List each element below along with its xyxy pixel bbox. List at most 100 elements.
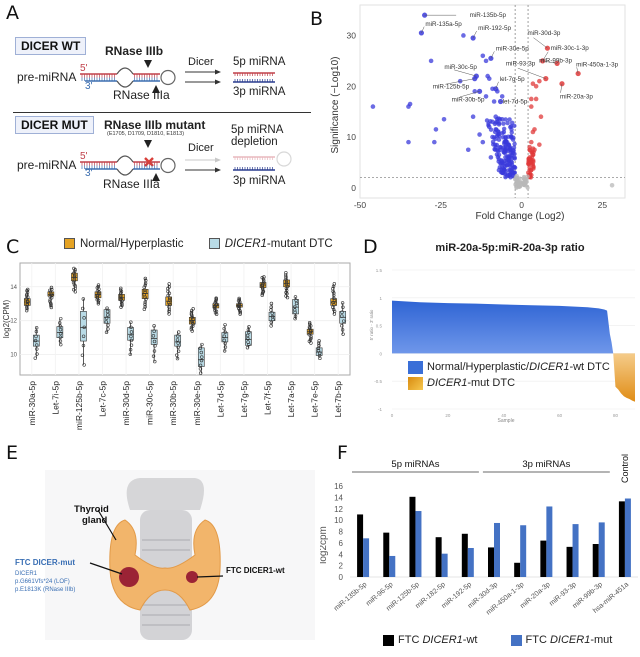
volcano-point-labeled (488, 55, 494, 61)
volcano-point-up (528, 160, 534, 165)
box-point (237, 304, 242, 309)
bar-mut (389, 555, 396, 577)
box-point (82, 363, 86, 367)
box-point (175, 356, 180, 361)
bar-x-tick: miR-135b-5p (333, 581, 369, 612)
product-3p-label-wt: 3p miRNA (233, 86, 286, 98)
mut-tumor-nodule (119, 567, 139, 587)
box-point (176, 341, 180, 345)
box-point (49, 305, 54, 310)
box-point (284, 277, 288, 281)
label-leader-line (542, 51, 549, 61)
product-3p-label-mut: 3p miRNA (233, 175, 286, 187)
volcano-point-label: let-7d-5p (503, 99, 528, 106)
ratio-x-tick: 80 (613, 413, 619, 418)
bar-y-tick: 12 (334, 505, 343, 514)
volcano-point-label: miR-93-3p (506, 61, 536, 68)
volcano-point-down (501, 121, 506, 126)
volcano-point-down (491, 99, 497, 104)
volcano-point-down (506, 172, 511, 178)
box-point (129, 338, 134, 343)
volcano-x-tick: -50 (354, 200, 367, 210)
box-point (129, 325, 133, 330)
volcano-point-up (537, 142, 542, 147)
legend-swatch-ftc-mut (510, 634, 522, 646)
box-point (198, 367, 203, 371)
box-point (96, 283, 101, 287)
label-leader-line (421, 26, 425, 34)
box-iqr (245, 331, 252, 346)
three-prime-wt: 3' (85, 81, 93, 92)
volcano-point-down (490, 134, 495, 140)
box-point (309, 334, 313, 339)
box-point (200, 355, 204, 359)
rnase-iiia-label-mut: RNase IIIa (103, 177, 160, 191)
box-point (284, 281, 289, 285)
volcano-point-down (506, 142, 511, 147)
legend-swatch-normal (64, 238, 75, 250)
five-prime-mut: 5' (80, 151, 88, 162)
box-point (82, 325, 86, 330)
box-point (341, 319, 346, 323)
volcano-point-up (527, 155, 532, 160)
volcano-point-label: let-7g-5p (500, 76, 525, 83)
volcano-point-down (512, 123, 517, 129)
box-point (237, 296, 241, 301)
box-point (176, 345, 180, 349)
box-point (189, 312, 194, 316)
box-point (340, 301, 345, 305)
box-point (49, 292, 53, 296)
box-point (317, 343, 321, 348)
legend-ftc-wt-suffix: -wt (462, 634, 478, 646)
box-point (222, 334, 226, 338)
box-point (104, 330, 109, 334)
ratio-y-tick: -1 (378, 407, 382, 412)
group-label: 3p miRNAs (522, 459, 570, 470)
bar-mut (363, 538, 370, 577)
volcano-x-tick: 0 (519, 200, 524, 210)
bar-mut (624, 498, 631, 577)
box-point (309, 336, 313, 341)
box-point (143, 276, 148, 281)
box-point (175, 338, 180, 342)
box-point (223, 341, 227, 346)
box-point (119, 301, 124, 305)
wt-label: FTC DICER1-wt (226, 566, 285, 575)
wt-pointer (196, 575, 224, 578)
larynx-shape (126, 478, 204, 510)
bar-wt (514, 562, 521, 577)
volcano-point-label: miR-30e-5p (496, 45, 529, 52)
box-point (284, 282, 289, 287)
volcano-point-down (470, 114, 476, 120)
bar-legend: FTC DICER1-wt FTC DICER1-mut (383, 634, 612, 646)
cleavage-arrow-bottom-mut (152, 173, 160, 181)
volcano-point-labeled (470, 35, 476, 41)
legend-ftc-mut-suffix: -mut (590, 634, 613, 646)
volcano-point-label: miR-30c-1-3p (551, 45, 590, 52)
box-point (48, 301, 53, 305)
box-point (58, 331, 63, 336)
volcano-point-down (507, 167, 513, 173)
bar-mut (520, 525, 527, 577)
volcano-point-up (532, 147, 537, 153)
boxplot-y-axis-title: log2(CPM) (2, 300, 11, 339)
box-point (308, 328, 313, 332)
volcano-point-down (501, 149, 507, 155)
box-point (143, 300, 147, 304)
bar-mut (441, 553, 448, 577)
volcano-point-down (480, 139, 486, 145)
box-point (198, 371, 203, 375)
box-point (284, 278, 289, 283)
boxplot-area (19, 262, 351, 376)
box-point (144, 278, 148, 283)
boxplot-x-tick: miR-125b-5p (74, 381, 84, 430)
volcano-point-labeled (539, 58, 546, 64)
boxplot-y-tick: 10 (10, 353, 17, 359)
ratio-area-wt (392, 300, 614, 354)
panel-label-b: B (310, 8, 324, 30)
legend-wt-gene: DICER1 (529, 361, 570, 373)
box-point (307, 321, 312, 325)
mutation-list: (E1705, D1709, D1810, E1813) (107, 131, 185, 137)
box-point (223, 323, 227, 327)
thyroid-gland-shape (109, 519, 221, 611)
